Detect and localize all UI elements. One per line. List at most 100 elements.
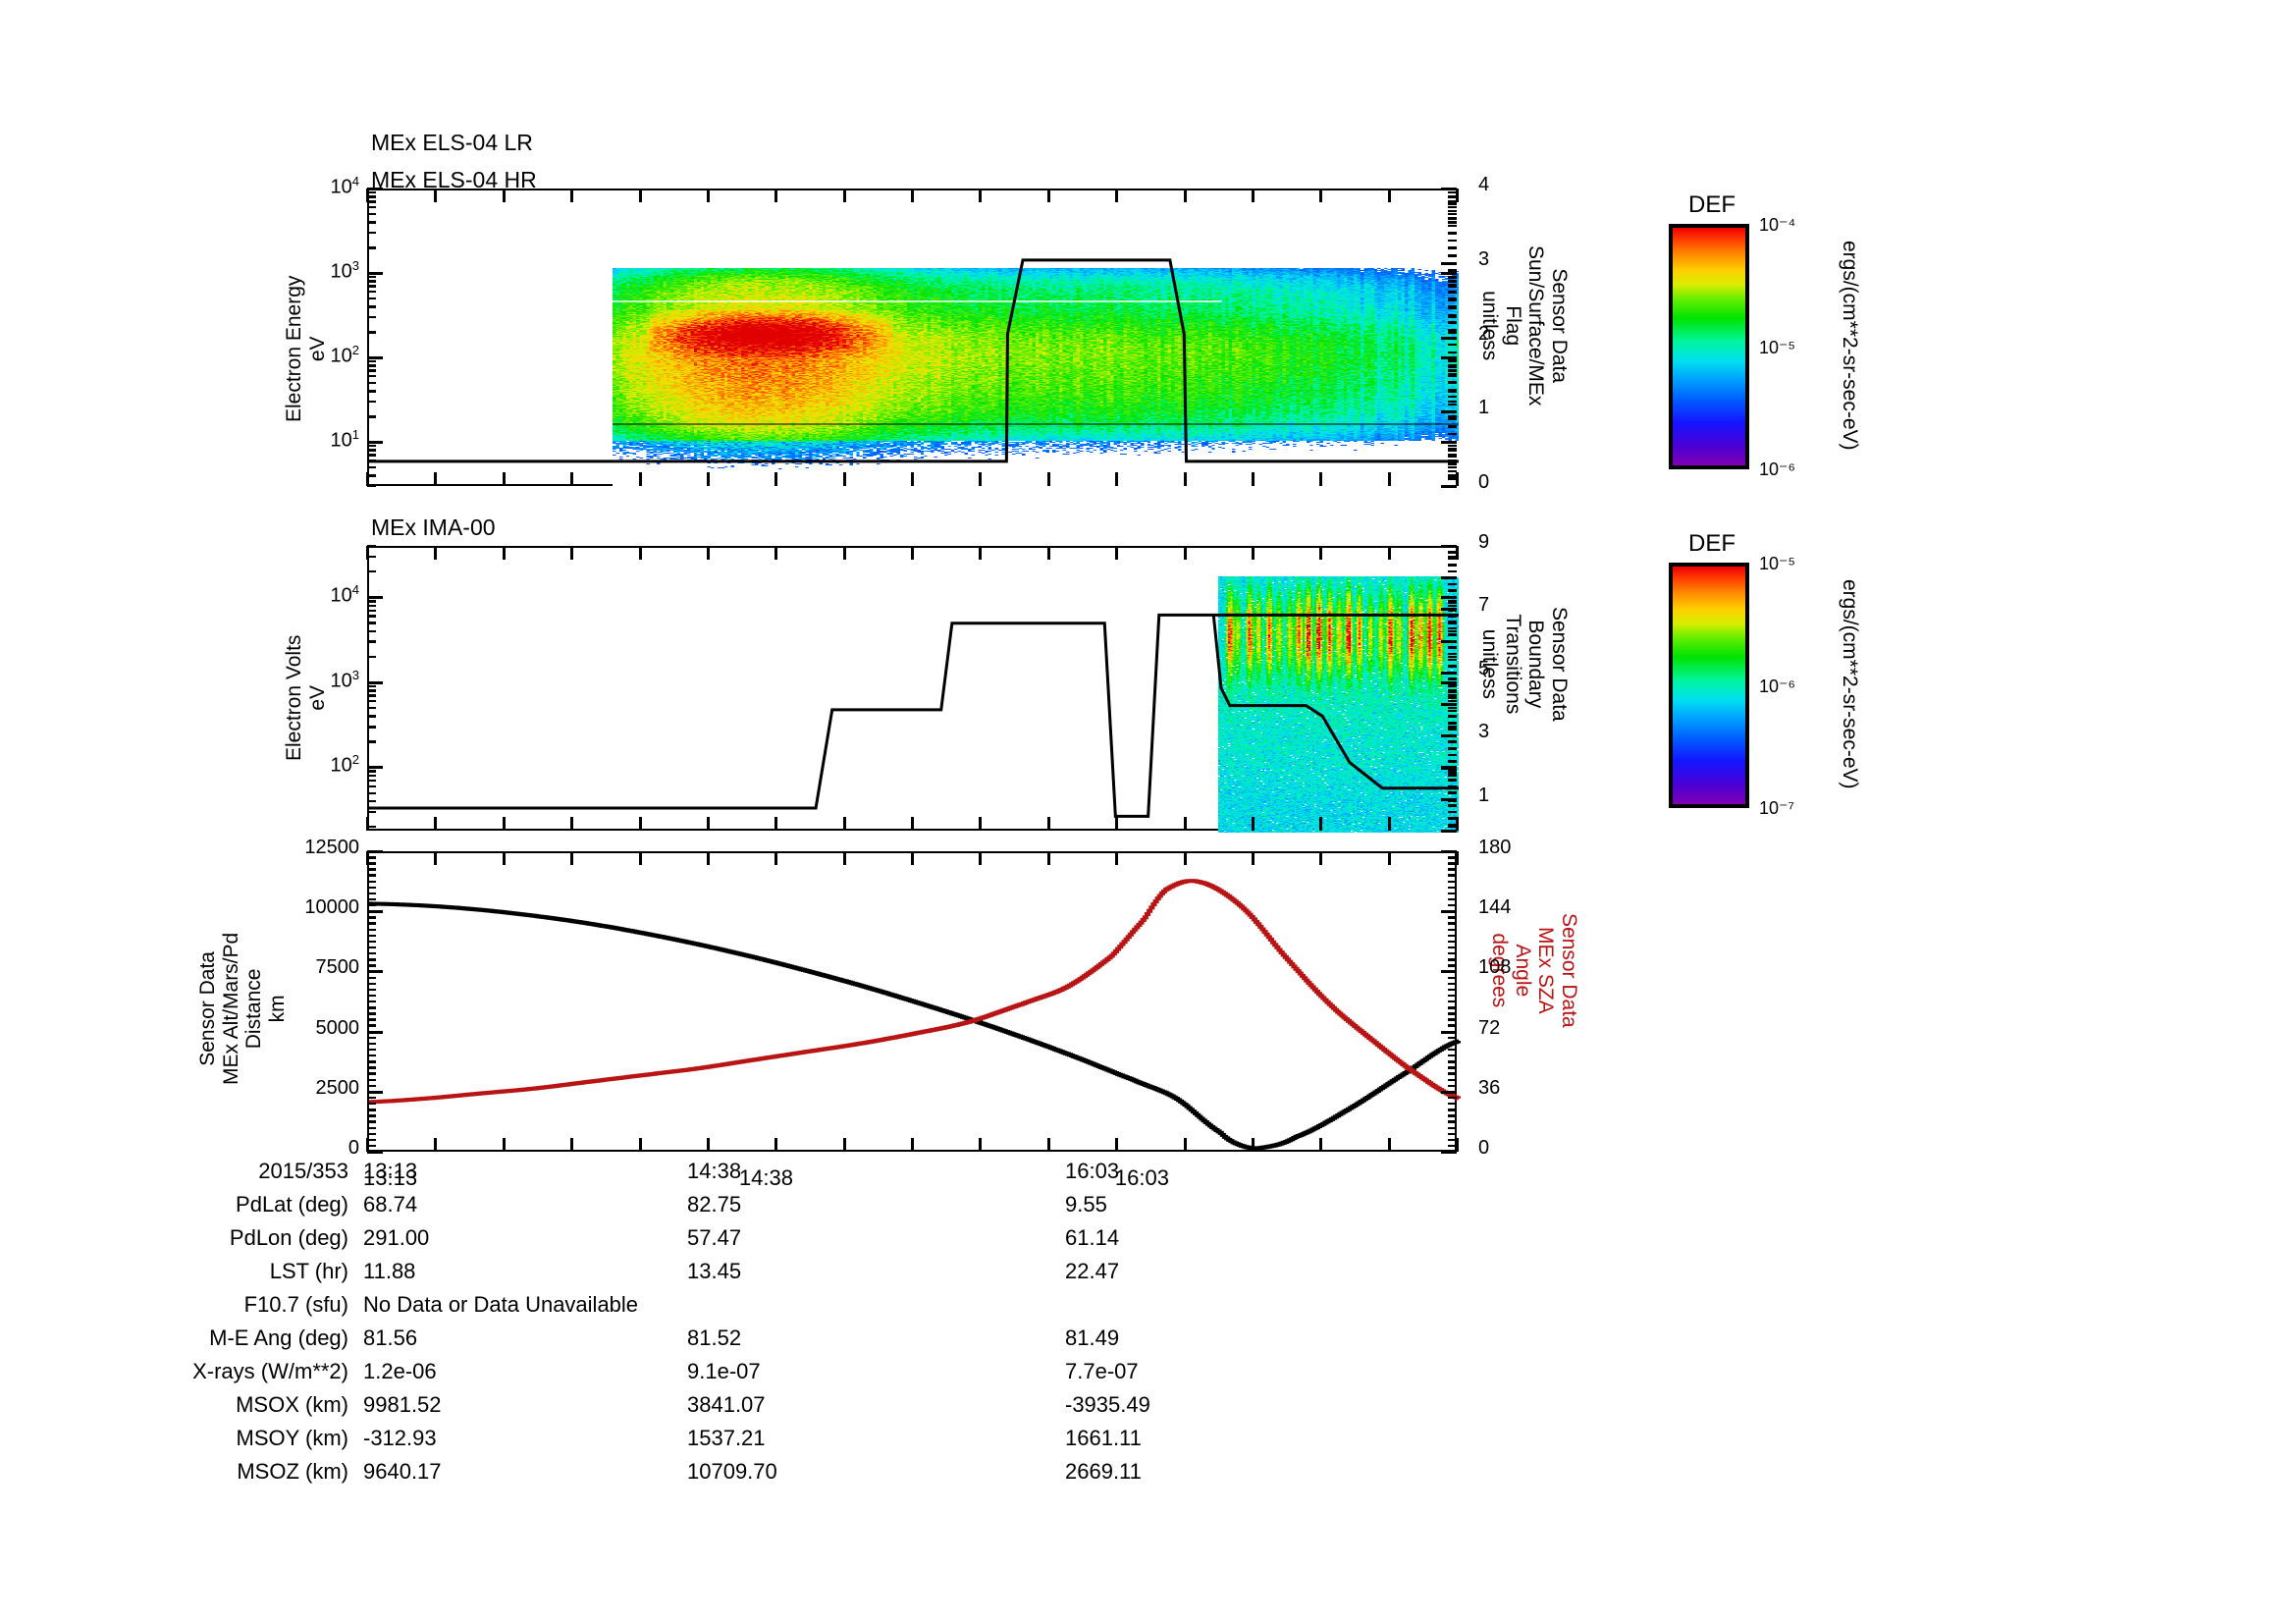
tick-mark [1448,1055,1457,1057]
colorbar-2-mid-label: 10⁻⁶ [1759,676,1795,696]
tick-mark [1448,655,1457,659]
tick-mark [1115,546,1119,560]
tick-mark [1387,851,1391,865]
tick-mark [1448,1042,1457,1046]
tick-mark [1251,1138,1255,1152]
tick-mark [366,817,369,831]
colorbar-1-title: DEF [1688,191,1735,218]
tick-mark [1448,1132,1457,1136]
tick-mark [1441,830,1457,833]
tick-mark [367,976,376,979]
tick-mark [367,700,376,703]
tick-mark [1448,444,1457,448]
tick-mark [1448,1048,1457,1052]
tick-mark [774,546,778,560]
tick-mark [367,1109,376,1111]
tick-mark [570,189,574,202]
tick-mark [1448,206,1457,209]
tick-mark [1448,460,1457,462]
panel2-title: MEx IMA-00 [371,514,496,540]
tick-mark [367,246,376,249]
table-cell: 81.52 [687,1325,742,1350]
axis-title-line: Distance [242,968,266,1050]
tick-mark [367,231,376,235]
tick-mark [1441,1030,1457,1034]
tick-mark [979,472,983,486]
tick-mark [367,680,383,684]
tick-mark [502,851,506,865]
tick-mark [911,817,914,831]
tick-mark [367,275,376,279]
table-cell: -3935.49 [1065,1392,1150,1417]
tick-mark [1448,994,1457,998]
tick-mark [1448,982,1457,986]
table-row-label: PdLat (deg) [236,1192,348,1217]
tick-mark [1448,1066,1457,1069]
tick-mark [1456,851,1459,865]
tick-mark [367,400,376,404]
table-cell: 1.2e-06 [363,1359,437,1383]
tick-mark [1448,194,1457,197]
tick-mark [367,297,376,300]
table-row: MSOZ (km) 9640.17 10709.70 2669.11 [0,1459,1374,1488]
tick-mark [1448,799,1457,803]
data-series-line [369,879,1461,1105]
tick-mark [1448,779,1457,782]
tick-mark [1115,189,1119,202]
axis-title-line: Boundary [1524,620,1548,709]
tick-mark [367,970,383,974]
tick-mark [1448,928,1457,931]
table-row: MSOX (km) 9981.52 3841.07 -3935.49 [0,1392,1374,1422]
axis-tick-label: 3 [1478,247,1490,270]
tick-mark [367,1018,376,1021]
tick-mark [1448,209,1457,213]
tick-mark [1448,874,1457,877]
axis-tick-label: 7500 [315,956,360,979]
tick-mark [1448,868,1457,871]
tick-mark [1448,276,1457,280]
tick-mark [1448,315,1457,319]
data-series-line [369,901,1461,1151]
tick-mark [367,1103,376,1106]
tick-mark [1448,477,1457,480]
tick-mark [367,609,376,612]
axis-tick-label: 103 [330,667,359,692]
axis-tick-label: 9 [1478,531,1490,553]
table-cell: 1661.11 [1065,1426,1142,1450]
tick-mark [1448,1072,1457,1075]
table-row-label: MSOX (km) [236,1392,348,1417]
table-cell: 9.1e-07 [687,1359,761,1383]
tick-mark [1319,1138,1323,1152]
axis-tick-label: 101 [330,427,359,452]
tick-mark [1441,703,1457,707]
colorbar-1-max-label: 10⁻⁴ [1759,215,1796,235]
tick-mark [434,546,438,560]
table-cell: 1537.21 [687,1426,766,1450]
tick-mark [1448,448,1457,451]
els-spectrogram [613,190,1459,488]
tick-mark [1183,817,1187,831]
tick-mark [1448,709,1457,712]
x-axis-tick-label: 14:38 [738,1165,793,1190]
axis-tick-label: 104 [330,174,359,198]
tick-mark [1448,1138,1457,1142]
tick-mark [1456,1138,1459,1152]
tick-mark [1448,1144,1457,1148]
tick-mark [1115,817,1119,831]
tick-mark [367,886,376,890]
tick-mark [367,331,376,334]
tick-mark [1448,449,1457,452]
tick-mark [367,272,383,275]
tick-mark [502,1138,506,1152]
tick-mark [1448,817,1457,820]
tick-mark [367,545,376,548]
table-row: X-rays (W/m**2) 1.2e-06 9.1e-07 7.7e-07 [0,1359,1374,1388]
tick-mark [1448,964,1457,967]
tick-mark [1448,200,1457,203]
tick-mark [1448,940,1457,944]
tick-mark [367,280,376,283]
tick-mark [367,1030,383,1034]
tick-mark [1441,680,1457,684]
tick-mark [367,305,376,308]
tick-mark [706,546,710,560]
